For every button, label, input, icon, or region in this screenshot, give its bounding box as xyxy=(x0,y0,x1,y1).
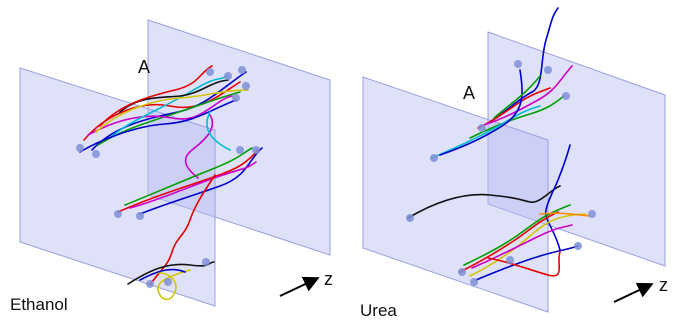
endpoint-marker xyxy=(232,94,240,102)
ethanol-panel xyxy=(19,19,331,307)
axis-label-z: z xyxy=(324,269,333,289)
trajectory-red-low-2 xyxy=(487,251,561,277)
endpoint-marker xyxy=(202,258,210,266)
endpoint-marker xyxy=(478,124,486,132)
trajectory-red-descend xyxy=(149,174,216,286)
trajectory-red xyxy=(477,87,551,129)
trajectory-magenta-mid xyxy=(129,161,257,209)
endpoint-marker xyxy=(406,214,414,222)
marker-label-a: A xyxy=(463,83,476,103)
trajectory-cyan xyxy=(431,105,541,159)
marker-label-a: A xyxy=(138,57,151,77)
z-axis-arrow-icon xyxy=(613,282,654,303)
trajectory-bundle xyxy=(407,7,591,281)
trajectory-black xyxy=(407,185,561,219)
trajectory-magenta-low xyxy=(471,224,573,269)
endpoint-marker xyxy=(164,278,172,286)
endpoint-marker xyxy=(146,280,154,288)
condition-label-ethanol: Ethanol xyxy=(10,295,68,314)
endpoint-marker xyxy=(236,146,244,154)
trajectory-red-2 xyxy=(99,65,213,127)
endpoint-marker xyxy=(430,154,438,162)
trajectory-blue-descend xyxy=(545,144,571,251)
endpoint-marker xyxy=(114,210,122,218)
trajectory-red-low xyxy=(459,211,559,273)
trajectory-blue-mid xyxy=(139,147,263,215)
trajectory-green-2 xyxy=(493,75,541,119)
trajectory-blue-low xyxy=(475,245,579,281)
condition-label-urea: Urea xyxy=(360,301,397,320)
endpoint-marker xyxy=(238,66,246,74)
trajectory-blue-bottom xyxy=(139,268,186,281)
trajectory-blue-2 xyxy=(439,69,523,156)
trajectory-orange-low xyxy=(539,212,591,217)
endpoint-markers xyxy=(76,66,260,288)
trajectory-blue xyxy=(489,7,559,123)
trajectory-green-low xyxy=(463,204,571,266)
trajectory-magenta xyxy=(87,95,233,136)
endpoint-marker xyxy=(252,146,260,154)
trajectory-cyan xyxy=(109,75,229,139)
endpoint-marker xyxy=(206,68,214,76)
endpoint-marker xyxy=(544,66,552,74)
trajectory-yellow-low xyxy=(469,213,587,277)
trajectory-magenta-link xyxy=(184,114,214,179)
trajectory-green xyxy=(469,95,565,139)
endpoint-marker xyxy=(92,150,100,158)
trajectory-yellow xyxy=(95,89,249,133)
endpoint-marker xyxy=(470,278,478,286)
endpoint-marker xyxy=(588,210,596,218)
endpoint-marker xyxy=(574,242,582,250)
endpoint-marker xyxy=(506,256,514,264)
endpoint-marker xyxy=(514,60,522,68)
trajectory-yellow-bottom xyxy=(149,269,191,301)
trajectory-blue-2 xyxy=(79,99,237,153)
trajectory-red-mid xyxy=(117,149,259,213)
trajectory-green-mid xyxy=(124,147,253,206)
endpoint-markers xyxy=(406,60,596,286)
back-plane xyxy=(147,19,331,256)
front-plane xyxy=(362,76,549,313)
endpoint-marker xyxy=(76,144,84,152)
trajectory-magenta xyxy=(483,65,573,126)
z-axis-arrow-icon xyxy=(279,276,320,297)
trajectory-bundle xyxy=(79,65,263,301)
endpoint-marker xyxy=(458,268,466,276)
back-plane xyxy=(487,31,666,267)
axis-label-z: z xyxy=(659,275,668,295)
endpoint-marker xyxy=(136,212,144,220)
urea-panel xyxy=(362,7,666,313)
trajectory-black-bottom xyxy=(127,261,215,285)
endpoint-marker xyxy=(242,82,250,90)
endpoint-marker xyxy=(224,72,232,80)
endpoint-marker xyxy=(562,92,570,100)
trajectory-cyan-link xyxy=(206,111,231,151)
front-plane xyxy=(19,67,216,307)
